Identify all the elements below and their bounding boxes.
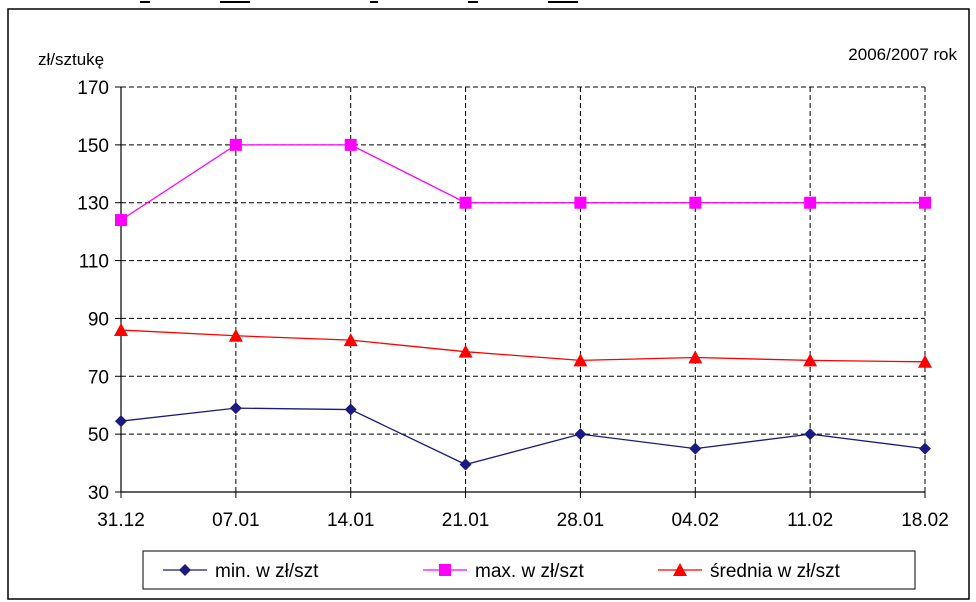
data-point-triangle: [803, 353, 818, 367]
data-point-square: [919, 196, 931, 209]
series-line-diamond: [120, 407, 926, 466]
data-point-square: [344, 138, 357, 151]
data-point-diamond: [574, 428, 587, 441]
data-point-diamond: [919, 442, 931, 455]
y-tick-label: 30: [88, 483, 109, 504]
data-point-triangle: [918, 354, 932, 368]
legend-label: min. w zł/szt: [215, 561, 319, 582]
y-tick-label: 150: [77, 136, 109, 157]
data-point-square: [115, 214, 127, 227]
x-tick-label: 28.01: [557, 510, 605, 531]
y-tick-label: 90: [88, 309, 109, 330]
legend-label: średnia w zł/szt: [710, 561, 841, 582]
data-point-diamond: [804, 428, 817, 441]
axes: 30 50 70 90 110 130 150 170 31.12 07.01 14.01 21.01…: [77, 78, 948, 531]
data-point-triangle: [228, 328, 243, 342]
legend-marker-triangle: [673, 563, 687, 576]
y-axis-label: zł/sztukę: [38, 50, 104, 69]
series-square: [115, 138, 931, 227]
y-tick-label: 70: [88, 367, 109, 388]
series-triangle: [114, 323, 932, 368]
x-tick-label: 07.01: [212, 510, 260, 531]
data-point-triangle: [114, 323, 128, 336]
data-point-square: [689, 196, 702, 209]
x-tick-label: 18.02: [901, 510, 949, 531]
series-layer: [114, 138, 932, 471]
data-point-diamond: [229, 402, 242, 415]
data-point-square: [804, 196, 817, 209]
x-tick-label: 04.02: [672, 510, 720, 531]
x-tick-label: 21.01: [442, 510, 490, 531]
data-point-triangle: [458, 344, 473, 358]
data-point-diamond: [115, 415, 127, 428]
series-line-triangle: [120, 329, 926, 363]
data-point-diamond: [344, 403, 357, 416]
x-tick-label: 14.01: [327, 510, 375, 531]
data-point-square: [574, 196, 587, 209]
data-point-triangle: [688, 350, 703, 364]
series-diamond: [115, 402, 931, 471]
y-tick-label: 130: [77, 194, 109, 215]
data-point-square: [229, 138, 242, 151]
data-point-triangle: [573, 353, 588, 367]
legend-label: max. w zł/szt: [475, 561, 584, 582]
legend-marker-diamond: [179, 564, 191, 576]
data-point-diamond: [459, 458, 472, 471]
chart-border: [7, 8, 970, 600]
legend-box: [142, 550, 916, 590]
legend: min. w zł/szt max. w zł/szt średnia w zł/s…: [142, 550, 916, 590]
legend-marker-square: [439, 564, 451, 576]
series-line-square: [120, 144, 925, 221]
data-point-diamond: [689, 442, 702, 455]
x-tick-label: 31.12: [97, 510, 145, 531]
y-tick-label: 170: [77, 78, 109, 99]
corner-label: 2006/2007 rok: [848, 45, 957, 64]
y-tick-label: 110: [79, 252, 109, 273]
data-point-triangle: [343, 333, 358, 347]
y-tick-label: 50: [88, 425, 109, 446]
x-tick-label: 11.02: [787, 510, 833, 531]
data-point-square: [459, 196, 472, 209]
